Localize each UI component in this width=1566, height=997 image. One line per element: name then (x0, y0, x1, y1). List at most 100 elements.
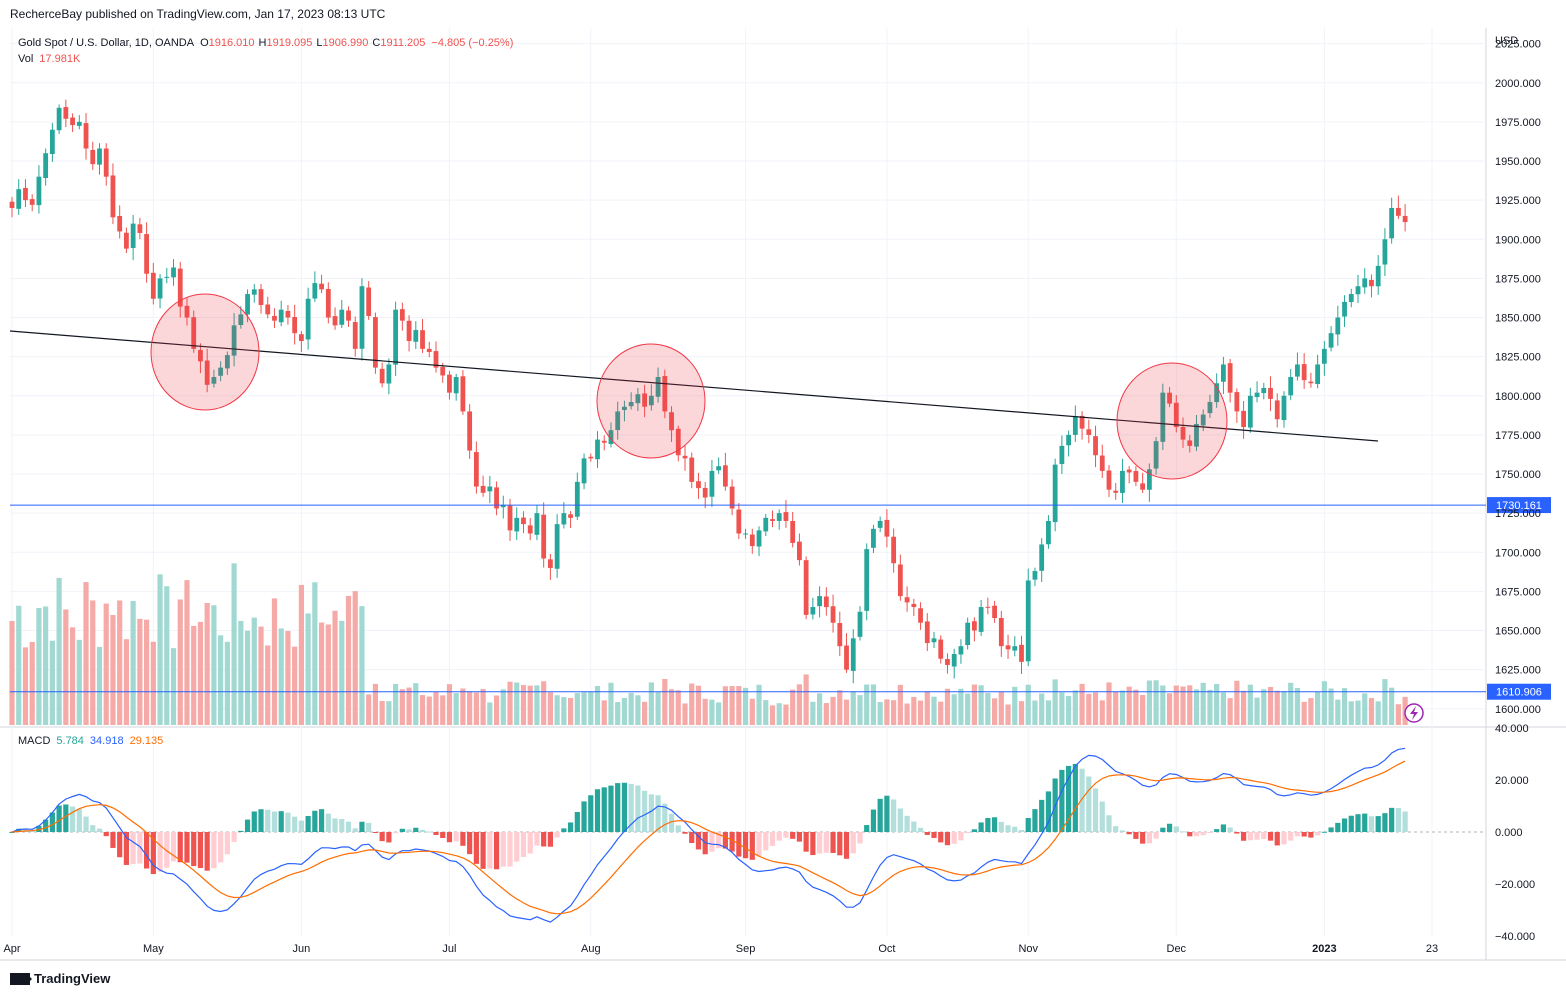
volume-bar (211, 605, 217, 725)
macd-histogram-bar (197, 832, 204, 869)
macd-histogram-bar (271, 811, 278, 832)
macd-histogram-bar (709, 832, 715, 852)
volume-bar (453, 693, 459, 725)
candles (9, 99, 1408, 684)
macd-histogram-bar (931, 832, 937, 838)
candle (346, 306, 351, 327)
candle (696, 472, 701, 499)
candle (1005, 634, 1011, 659)
macd-histogram-bar (554, 832, 560, 838)
macd-legend: MACD 5.784 34.918 29.135 (18, 735, 163, 747)
grid (0, 28, 1566, 961)
macd-histogram-bar (379, 832, 385, 842)
macd-histogram-bar (1247, 832, 1253, 841)
macd-histogram-bar (527, 832, 533, 854)
candle (689, 452, 695, 489)
candle (426, 341, 432, 358)
volume-bar (1368, 698, 1375, 725)
volume-bar (1045, 700, 1052, 725)
candle (130, 214, 136, 261)
candle (231, 313, 237, 367)
macd-histogram-bar (325, 813, 331, 832)
volume-bar (588, 691, 594, 725)
volume-bar (393, 683, 399, 725)
candle (1140, 472, 1146, 494)
time-tick-label: Oct (878, 943, 895, 955)
macd-histogram-bar (904, 815, 910, 832)
macd-histogram-bar (1133, 832, 1139, 839)
macd-histogram-bar (850, 832, 856, 854)
price-level-badge (1487, 497, 1551, 514)
candle (399, 302, 405, 331)
macd-histogram-bar (332, 818, 338, 832)
macd-histogram-bar (985, 818, 991, 832)
volume-bar (238, 620, 244, 725)
candle (743, 528, 748, 539)
volume-bar (1146, 680, 1152, 725)
volume-bar (204, 602, 210, 725)
candle (655, 367, 661, 403)
volume-bar (1355, 700, 1361, 725)
macd-histogram-bar (843, 832, 850, 859)
volume-bar (56, 577, 62, 725)
macd-histogram-bar (581, 801, 587, 832)
candle (198, 343, 203, 374)
candle (480, 475, 486, 497)
volume-bar (561, 697, 567, 725)
tradingview-logo[interactable]: TradingView (10, 971, 110, 986)
macd-histogram-bar (1160, 827, 1166, 832)
candle (1395, 195, 1401, 220)
volume-bar (1079, 683, 1085, 725)
candle (9, 196, 15, 218)
candle (1173, 395, 1179, 433)
volume-bar (938, 701, 944, 725)
volume-bar (662, 679, 668, 725)
volume-bar (1039, 693, 1045, 725)
volume-bar (1348, 701, 1354, 725)
macd-histogram-bar (507, 832, 513, 867)
candle (1106, 464, 1112, 497)
candle (992, 601, 997, 623)
candle (16, 179, 22, 215)
candle (339, 299, 345, 329)
macd-histogram-bar (668, 813, 675, 832)
volume-bar (63, 609, 69, 725)
macd-histogram-bar (285, 812, 291, 832)
candle (433, 341, 439, 373)
volume-bar (776, 703, 782, 725)
svg-text:Gold Spot / U.S. Dollar, 1D, O: Gold Spot / U.S. Dollar, 1D, OANDA O1916.… (18, 37, 513, 49)
macd-histogram-bar (184, 832, 190, 863)
volume-bar (1227, 698, 1233, 725)
macd-histogram-bar (191, 832, 197, 867)
candle (1052, 458, 1058, 532)
currency-label: USD (1495, 35, 1518, 47)
macd-histogram-bar (312, 810, 318, 832)
macd-histogram-bar (493, 832, 500, 870)
volume-bar (1018, 701, 1025, 725)
candle (662, 369, 668, 419)
macd-tick-label: 20.000 (1495, 775, 1529, 787)
candle (70, 113, 75, 132)
macd-histogram-bar (83, 816, 89, 832)
volume-bar (366, 694, 372, 725)
macd-histogram-bar (951, 832, 957, 844)
macd-histogram-bar (440, 832, 446, 839)
macd-histogram-bar (251, 811, 257, 832)
candle (117, 205, 123, 239)
candle (945, 653, 950, 674)
volume-bar (339, 620, 345, 725)
macd-histogram-bar (1375, 816, 1381, 832)
volume-bar (1315, 691, 1321, 725)
candle (541, 502, 547, 568)
candle (265, 296, 271, 319)
volume-bar (184, 580, 190, 725)
macd-histogram-bar (1207, 832, 1213, 833)
macd-histogram-bar (446, 832, 453, 843)
lightning-icon[interactable] (1404, 703, 1424, 723)
volume-bar (332, 610, 338, 725)
volume-bar (864, 684, 870, 725)
macd-histogram-bar (1066, 765, 1072, 832)
macd-histogram-bar (69, 806, 76, 832)
candle (783, 500, 789, 528)
